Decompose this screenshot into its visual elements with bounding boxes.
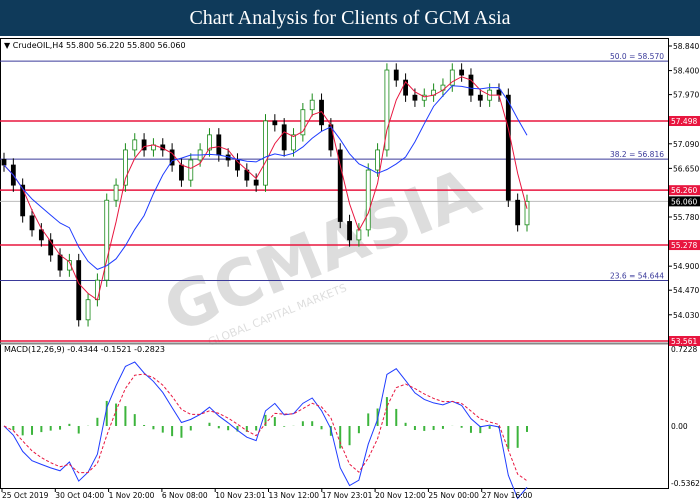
candle-body bbox=[57, 254, 63, 271]
candle-body bbox=[291, 134, 296, 151]
macd-tick-label: 0.00 bbox=[671, 422, 688, 431]
candle-body bbox=[477, 94, 483, 101]
level-price-tag bbox=[669, 336, 700, 346]
watermark: GCMASIA GLOBAL CAPITAL MARKETS bbox=[154, 155, 490, 349]
price-chart[interactable]: GCMASIA GLOBAL CAPITAL MARKETS 50.0 = 58… bbox=[0, 36, 700, 500]
candle-body bbox=[141, 139, 147, 151]
candle-body bbox=[375, 149, 380, 171]
time-tick-label: 10 Nov 23:01 bbox=[215, 491, 266, 500]
symbol-label: ▼ CrudeOIL,H4 55.800 56.220 55.800 56.06… bbox=[4, 41, 186, 50]
time-tick-label: 27 Nov 16:00 bbox=[482, 491, 533, 500]
time-tick-label: 13 Nov 12:00 bbox=[269, 491, 320, 500]
candle-body bbox=[38, 229, 44, 241]
time-tick-label: 25 Nov 00:00 bbox=[428, 491, 479, 500]
candle-body bbox=[29, 215, 35, 231]
plot-frame bbox=[0, 38, 669, 489]
candle-body bbox=[104, 199, 110, 281]
macd-tick-label: 0.7228 bbox=[671, 345, 697, 354]
candle-body bbox=[169, 149, 175, 166]
ma-slow-line bbox=[3, 85, 528, 270]
candle-body bbox=[347, 221, 352, 241]
price-tick-label: 54.900 bbox=[673, 262, 699, 271]
candle-body bbox=[384, 69, 390, 151]
candle-body bbox=[365, 169, 371, 231]
time-tick-label: 1 Nov 20:00 bbox=[109, 491, 155, 500]
macd-tick-label: -0.5362 bbox=[671, 479, 700, 488]
candle-body bbox=[263, 120, 268, 186]
price-tick-label: 57.970 bbox=[673, 91, 699, 100]
level-price-tag bbox=[669, 115, 700, 126]
price-tick-label: 54.030 bbox=[673, 311, 699, 320]
candle-body bbox=[468, 74, 474, 96]
price-tick-label: 56.650 bbox=[673, 164, 699, 173]
macd-line bbox=[3, 361, 528, 500]
time-tick-label: 20 Nov 12:00 bbox=[375, 491, 426, 500]
candle-body bbox=[179, 164, 184, 181]
candle-body bbox=[94, 279, 100, 301]
macd-signal-line bbox=[3, 373, 528, 482]
candle-body bbox=[235, 159, 240, 171]
time-tick-label: 6 Nov 08:00 bbox=[162, 491, 208, 500]
candle-body bbox=[253, 179, 259, 186]
level-price-label: 55.278 bbox=[671, 241, 697, 250]
watermark-text: GCMASIA bbox=[154, 155, 490, 348]
level-price-label: 57.498 bbox=[671, 117, 697, 126]
candle-body bbox=[421, 94, 427, 101]
candle-body bbox=[337, 149, 343, 222]
candle-body bbox=[515, 199, 521, 226]
candle-body bbox=[393, 69, 399, 81]
candle-body bbox=[132, 139, 138, 151]
candle-body bbox=[300, 109, 306, 136]
candle-body bbox=[1, 159, 7, 166]
level-price-tag bbox=[669, 185, 700, 196]
candle-body bbox=[85, 299, 91, 321]
candle-body bbox=[281, 124, 287, 151]
price-tick-label: 54.470 bbox=[673, 286, 699, 295]
fibo-label: 38.2 = 56.816 bbox=[610, 150, 664, 159]
fibo-label: 23.6 = 54.644 bbox=[610, 271, 664, 280]
candle-body bbox=[272, 120, 278, 126]
fibo-label: 50.0 = 58.570 bbox=[610, 52, 664, 61]
candle-body bbox=[309, 99, 315, 111]
price-tick-label: 57.090 bbox=[673, 140, 699, 149]
candle-body bbox=[505, 94, 511, 201]
macd-label: MACD(12,26,9) -0.4344 -0.1521 -0.2823 bbox=[4, 345, 165, 354]
candle-body bbox=[207, 134, 212, 151]
candle-body bbox=[188, 159, 194, 181]
candle-body bbox=[113, 184, 119, 201]
candle-body bbox=[216, 134, 222, 156]
current-price-tag bbox=[669, 196, 700, 207]
price-tick-label: 58.840 bbox=[673, 42, 699, 51]
ma-fast-line bbox=[3, 76, 528, 301]
time-tick-label: 30 Oct 04:00 bbox=[55, 491, 104, 500]
level-price-label: 53.561 bbox=[671, 337, 697, 346]
candle-body bbox=[76, 260, 82, 321]
time-tick-label: 17 Nov 23:01 bbox=[322, 491, 373, 500]
current-price-label: 56.060 bbox=[671, 197, 697, 206]
price-tick-label: 55.780 bbox=[673, 213, 699, 222]
candle-body bbox=[20, 184, 26, 217]
level-price-label: 56.260 bbox=[671, 186, 697, 195]
price-tick-label: 58.400 bbox=[673, 67, 699, 76]
candle-body bbox=[48, 239, 54, 256]
candle-body bbox=[403, 79, 408, 96]
level-price-tag bbox=[669, 240, 700, 251]
candle-body bbox=[496, 89, 502, 96]
time-tick-label: 25 Oct 2019 bbox=[2, 491, 49, 500]
candle-body bbox=[459, 69, 465, 76]
candle-body bbox=[524, 200, 530, 226]
candle-body bbox=[412, 94, 418, 101]
candle-body bbox=[449, 69, 455, 86]
candle-body bbox=[123, 149, 128, 186]
chart-title: Chart Analysis for Clients of GCM Asia bbox=[0, 0, 700, 36]
